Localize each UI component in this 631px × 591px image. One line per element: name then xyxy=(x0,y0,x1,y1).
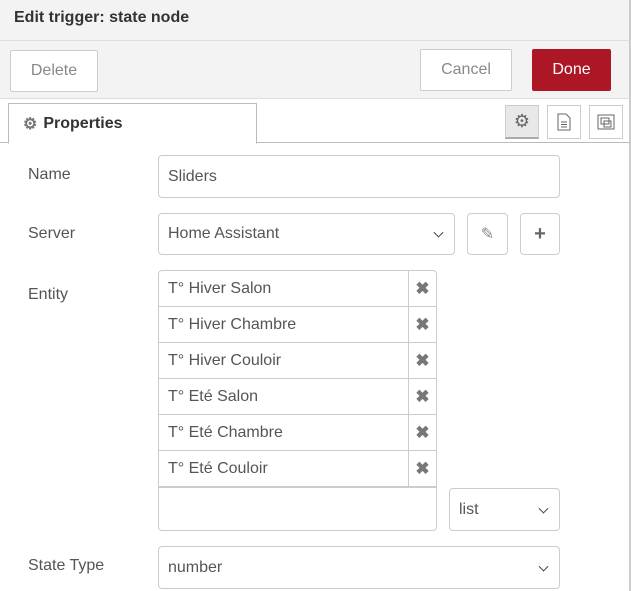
properties-panel xyxy=(0,143,631,591)
server-value: Home Assistant xyxy=(168,225,280,242)
entity-input[interactable] xyxy=(158,487,437,531)
entity-name: T° Hiver Salon xyxy=(159,271,409,306)
entity-name: T° Eté Chambre xyxy=(159,415,409,450)
entity-item: T° Hiver Chambre ✖ xyxy=(159,307,436,343)
document-icon xyxy=(557,113,571,131)
edit-server-button[interactable]: ✎ xyxy=(467,213,508,255)
description-tab-button[interactable] xyxy=(547,105,581,139)
settings-tab-button[interactable]: ⚙ xyxy=(505,105,539,139)
name-input[interactable]: Sliders xyxy=(158,155,560,198)
remove-entity-icon[interactable]: ✖ xyxy=(415,422,430,442)
state-type-value: number xyxy=(168,558,223,576)
add-server-button[interactable]: + xyxy=(520,213,560,255)
tab-label: Properties xyxy=(43,114,123,132)
appearance-tab-button[interactable] xyxy=(589,105,623,139)
gear-icon: ⚙ xyxy=(513,111,531,131)
entity-name: T° Eté Salon xyxy=(159,379,409,414)
name-label: Name xyxy=(28,166,71,183)
frame-icon xyxy=(597,114,615,130)
entity-item: T° Eté Couloir ✖ xyxy=(159,451,436,487)
remove-entity-icon[interactable]: ✖ xyxy=(415,386,430,406)
done-button[interactable]: Done xyxy=(532,49,611,91)
server-select[interactable]: Home Assistant xyxy=(158,213,455,255)
entity-name: T° Hiver Chambre xyxy=(159,307,409,342)
dialog-toolbar: Delete Cancel Done xyxy=(0,41,631,99)
remove-entity-icon[interactable]: ✖ xyxy=(415,278,430,298)
remove-entity-icon[interactable]: ✖ xyxy=(415,314,430,334)
entity-name: T° Hiver Couloir xyxy=(159,343,409,378)
remove-entity-icon[interactable]: ✖ xyxy=(415,350,430,370)
entity-name: T° Eté Couloir xyxy=(159,451,409,486)
cancel-button[interactable]: Cancel xyxy=(420,49,512,91)
entity-mode-select[interactable]: list xyxy=(449,488,560,531)
gear-icon: ⚙ xyxy=(23,115,38,133)
entity-item: T° Hiver Salon ✖ xyxy=(159,271,436,307)
entity-item: T° Eté Salon ✖ xyxy=(159,379,436,415)
entity-list: T° Hiver Salon ✖ T° Hiver Chambre ✖ T° Hiver… xyxy=(158,270,437,488)
entity-label: Entity xyxy=(28,286,69,303)
dialog-title: Edit trigger: state node xyxy=(14,9,190,26)
delete-button[interactable]: Delete xyxy=(10,50,98,92)
pencil-icon: ✎ xyxy=(480,226,495,243)
plus-icon: + xyxy=(534,222,546,245)
dialog-header: Edit trigger: state node xyxy=(0,0,631,41)
state-type-select[interactable]: number xyxy=(158,546,560,589)
entity-mode-value: list xyxy=(459,500,479,518)
server-label: Server xyxy=(28,225,76,242)
remove-entity-icon[interactable]: ✖ xyxy=(415,458,430,478)
state-type-label: State Type xyxy=(28,557,105,574)
tab-properties[interactable]: ⚙ Properties xyxy=(8,103,257,144)
entity-item: T° Hiver Couloir ✖ xyxy=(159,343,436,379)
entity-item: T° Eté Chambre ✖ xyxy=(159,415,436,451)
